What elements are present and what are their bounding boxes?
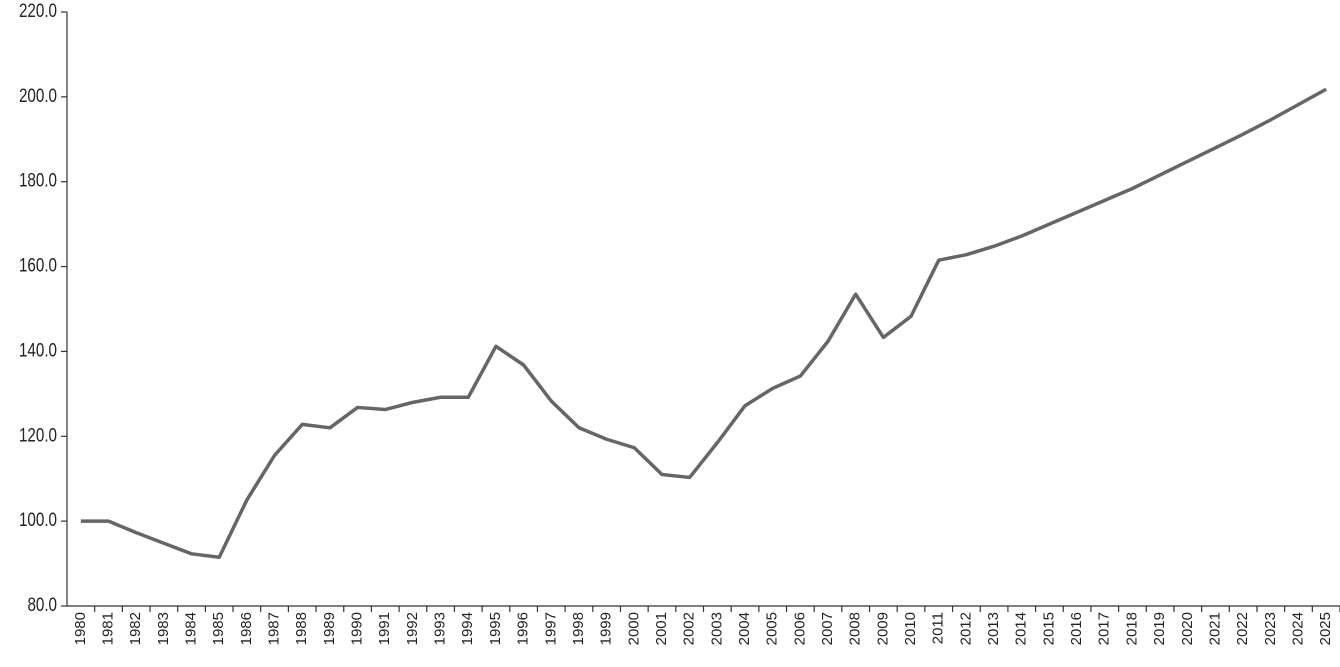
y-tick-label: 80.0: [27, 593, 57, 615]
x-tick-label: 1990: [349, 612, 366, 645]
x-tick-label: 2012: [957, 612, 974, 645]
x-tick-label: 2004: [736, 612, 753, 645]
x-tick-label: 2000: [625, 612, 642, 645]
y-tick-label: 180.0: [19, 169, 57, 191]
x-tick-label: 2025: [1317, 612, 1334, 645]
x-tick-label: 2008: [847, 612, 864, 645]
x-tick-label: 1991: [376, 612, 393, 645]
x-tick-label: 1999: [598, 612, 615, 645]
y-tick-label: 100.0: [19, 508, 57, 530]
x-tick-label: 2023: [1262, 612, 1279, 645]
y-tick-label: 160.0: [19, 254, 57, 276]
y-tick-label: 220.0: [19, 0, 57, 21]
x-tick-label: 2010: [902, 612, 919, 645]
x-tick-label: 1988: [293, 612, 310, 645]
x-tick-label: 1992: [404, 612, 421, 645]
x-tick-label: 2001: [653, 612, 670, 645]
x-tick-label: 2015: [1040, 612, 1057, 645]
data-line: [80, 87, 1328, 559]
x-tick-label: 1981: [99, 612, 116, 645]
x-tick-label: 1997: [542, 612, 559, 645]
x-tick-label: 2014: [1013, 612, 1030, 645]
y-tick-label: 200.0: [19, 84, 57, 106]
x-tick-label: 2016: [1068, 612, 1085, 645]
x-tick-label: 2024: [1289, 612, 1306, 645]
x-tick-label: 2006: [791, 612, 808, 645]
x-tick-label: 2009: [874, 612, 891, 645]
x-tick-label: 1996: [515, 612, 532, 645]
x-tick-label: 2007: [819, 612, 836, 645]
x-tick-label: 2020: [1179, 612, 1196, 645]
x-tick-label: 2011: [930, 612, 947, 644]
x-tick-label: 1998: [570, 612, 587, 645]
x-tick-label: 2019: [1151, 612, 1168, 645]
x-tick-label: 2021: [1206, 612, 1223, 645]
y-tick-label: 140.0: [19, 339, 57, 361]
x-tick-label: 2017: [1096, 612, 1113, 645]
x-tick-label: 1989: [321, 612, 338, 645]
x-tick-label: 2002: [681, 612, 698, 645]
x-tick-label: 1984: [183, 612, 200, 645]
x-tick-label: 2022: [1234, 612, 1251, 645]
x-tick-label: 1985: [210, 612, 227, 645]
x-tick-label: 2013: [985, 612, 1002, 645]
x-tick-label: 1983: [155, 612, 172, 645]
x-tick-label: 2005: [764, 612, 781, 645]
x-tick-label: 1980: [72, 612, 89, 645]
x-tick-label: 1993: [432, 612, 449, 645]
x-tick-label: 1995: [487, 612, 504, 645]
x-tick-label: 1982: [127, 612, 144, 645]
x-tick-label: 2003: [708, 612, 725, 645]
x-tick-label: 1994: [459, 612, 476, 645]
x-tick-label: 1987: [266, 612, 283, 645]
x-tick-label: 2018: [1123, 612, 1140, 645]
x-tick-label: 1986: [238, 612, 255, 645]
y-tick-label: 120.0: [19, 424, 57, 446]
